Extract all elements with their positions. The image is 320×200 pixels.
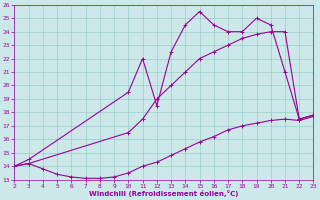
- X-axis label: Windchill (Refroidissement éolien,°C): Windchill (Refroidissement éolien,°C): [89, 190, 239, 197]
